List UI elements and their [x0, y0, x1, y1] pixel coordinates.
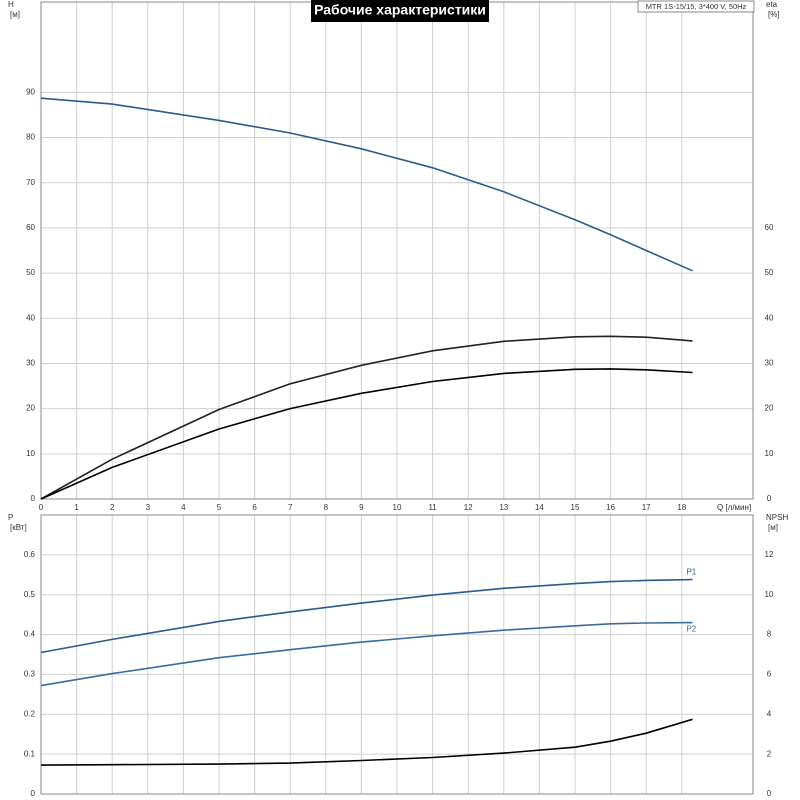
y2-tick-label: 4 — [767, 709, 772, 718]
x-tick-label: 0 — [39, 503, 44, 512]
x-tick-label: 11 — [428, 503, 437, 512]
y2-tick-label: 0 — [767, 789, 772, 798]
series-label: P1 — [686, 568, 696, 577]
y-tick-label: 50 — [26, 268, 35, 277]
y-axis-unit: [м] — [10, 10, 20, 19]
y2-tick-label: 10 — [765, 590, 774, 599]
y-axis-label: P — [8, 513, 13, 522]
x-tick-label: 12 — [464, 503, 473, 512]
series-line — [40, 621, 693, 687]
y-tick-label: 0 — [31, 494, 36, 503]
y-tick-label: 0 — [31, 789, 36, 798]
y-tick-label: 0.2 — [24, 709, 36, 718]
y2-axis-label: NPSH — [766, 513, 788, 522]
y2-tick-label: 50 — [765, 268, 774, 277]
x-tick-label: 9 — [359, 503, 364, 512]
title: Рабочие характеристики — [314, 2, 486, 18]
y2-tick-label: 2 — [767, 749, 772, 758]
y-tick-label: 40 — [26, 313, 35, 322]
x-tick-label: 4 — [181, 503, 186, 512]
y2-axis-label: eta — [766, 0, 778, 9]
series-label: P2 — [686, 625, 696, 634]
y2-tick-label: 8 — [767, 630, 772, 639]
y-tick-label: 0.5 — [24, 590, 36, 599]
y-tick-label: 60 — [26, 223, 35, 232]
x-tick-label: 16 — [606, 503, 615, 512]
y2-axis-unit: [м] — [768, 523, 778, 532]
x-tick-label: 5 — [217, 503, 222, 512]
series-line — [40, 368, 693, 500]
y-tick-label: 70 — [26, 178, 35, 187]
y2-tick-label: 6 — [767, 670, 772, 679]
y2-tick-label: 12 — [765, 550, 774, 559]
y-tick-label: 10 — [26, 449, 35, 458]
series-line — [40, 718, 693, 766]
x-axis-label: Q [л/мин] — [717, 503, 751, 512]
x-tick-label: 2 — [110, 503, 115, 512]
x-tick-label: 8 — [324, 503, 329, 512]
plot-frame — [40, 514, 754, 795]
x-tick-label: 6 — [252, 503, 257, 512]
y2-tick-label: 20 — [765, 404, 774, 413]
y-tick-label: 90 — [26, 87, 35, 96]
y2-tick-label: 0 — [767, 494, 772, 503]
series-line — [40, 97, 693, 272]
y-tick-label: 0.6 — [24, 550, 36, 559]
y2-tick-label: 40 — [765, 313, 774, 322]
y-tick-label: 0.3 — [24, 670, 36, 679]
x-tick-label: 17 — [642, 503, 651, 512]
y-tick-label: 20 — [26, 404, 35, 413]
x-tick-label: 18 — [677, 503, 686, 512]
y-tick-label: 30 — [26, 359, 35, 368]
y2-tick-label: 30 — [765, 359, 774, 368]
y-tick-label: 0.1 — [24, 749, 36, 758]
y-tick-label: 80 — [26, 133, 35, 142]
y2-tick-label: 10 — [765, 449, 774, 458]
x-tick-label: 1 — [74, 503, 79, 512]
x-tick-label: 13 — [499, 503, 508, 512]
subtitle-box — [637, 0, 755, 13]
y-axis-label: H — [8, 0, 14, 9]
series-line — [40, 335, 693, 500]
y-tick-label: 0.4 — [24, 630, 36, 639]
x-tick-label: 15 — [571, 503, 580, 512]
y-axis-unit: [кВт] — [10, 523, 27, 532]
x-tick-label: 14 — [535, 503, 544, 512]
subtitle: MTR 1S-15/15, 3*400 V, 50Hz — [646, 2, 747, 11]
x-tick-label: 10 — [393, 503, 402, 512]
y2-axis-unit: [%] — [768, 10, 780, 19]
series-line — [40, 578, 693, 654]
y2-tick-label: 60 — [765, 223, 774, 232]
x-tick-label: 7 — [288, 503, 293, 512]
x-tick-label: 3 — [146, 503, 151, 512]
title-box — [311, 0, 489, 22]
